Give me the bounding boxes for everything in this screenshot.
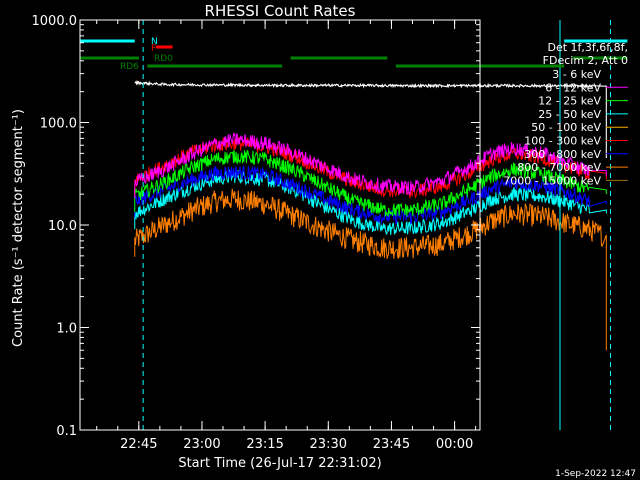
y-tick-label: 100.0 xyxy=(40,117,77,132)
legend-label: 6 - 12 keV xyxy=(545,81,601,94)
y-tick-label: 1000.0 xyxy=(32,14,78,29)
legend-label: 50 - 100 keV xyxy=(531,121,601,134)
x-tick-label: 23:30 xyxy=(310,437,347,452)
x-tick-label: 00:00 xyxy=(436,437,473,452)
flag-label-f: F xyxy=(151,44,156,54)
x-tick-label: 22:45 xyxy=(120,437,157,452)
legend-label: 7000 - 15000 keV xyxy=(503,174,601,187)
series-line-800-7000-kev xyxy=(134,188,607,351)
timestamp: 1-Sep-2022 12:47 xyxy=(555,469,636,479)
flag-label-rd6: RD6 xyxy=(120,62,139,72)
x-tick-label: 23:15 xyxy=(246,437,283,452)
y-tick-label: 1.0 xyxy=(56,322,77,337)
legend-label: 100 - 300 keV xyxy=(524,135,601,148)
flag-label-rd0: RD0 xyxy=(154,54,173,64)
y-axis-label: Count Rate (s⁻¹ detector segment⁻¹) xyxy=(11,109,26,347)
axes: 0.1 1.0 10.0 100.0 1000.0 22:45 23:00 23:15 23:3… xyxy=(32,14,480,452)
legend-header-line-1: Det 1f,3f,6f,8f, xyxy=(547,41,628,54)
series-line-300-800-kev xyxy=(134,164,607,226)
x-tick-label: 23:45 xyxy=(373,437,410,452)
series-line-3-6-kev xyxy=(134,80,607,159)
x-axis-label: Start Time (26-Jul-17 22:31:02) xyxy=(178,456,381,471)
y-tick-label: 0.1 xyxy=(56,424,77,439)
legend-label: 800 - 7000 keV xyxy=(517,161,601,174)
flag-label-n: N xyxy=(151,37,158,47)
legend-label: 12 - 25 keV xyxy=(538,95,601,108)
series-line-6-12-kev xyxy=(134,132,607,199)
legend-header-line-2: FDecim 2, Att 0 xyxy=(543,54,628,67)
legend-label: 25 - 50 keV xyxy=(538,108,601,121)
y-tick-label: 10.0 xyxy=(48,219,77,234)
x-tick-label: 23:00 xyxy=(183,437,220,452)
chart-title: RHESSI Count Rates xyxy=(205,2,356,20)
series-line-12-25-kev xyxy=(134,149,607,218)
legend-label: 300 - 800 keV xyxy=(524,148,601,161)
series-line-25-50-kev xyxy=(134,168,607,236)
legend-label: 3 - 6 keV xyxy=(552,68,601,81)
